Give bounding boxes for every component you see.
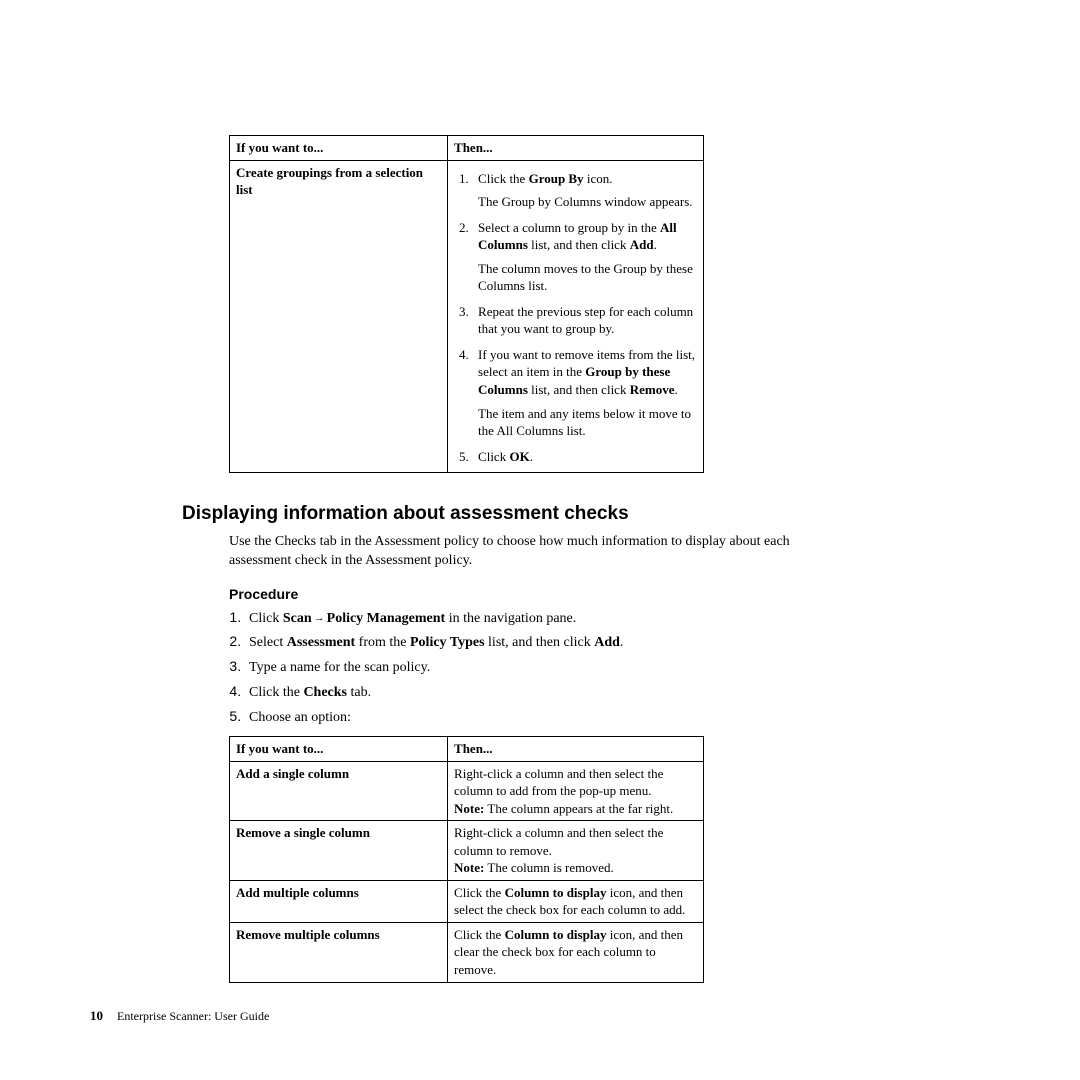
page-footer: 10 Enterprise Scanner: User Guide	[90, 1007, 269, 1025]
proc-step-5: Choose an option:	[245, 707, 855, 728]
row-content: Click the Column to display icon, and th…	[448, 922, 704, 982]
table-row: Remove multiple columns Click the Column…	[230, 922, 704, 982]
procedure-heading: Procedure	[229, 585, 855, 604]
procedure-steps: Click Scan→Policy Management in the navi…	[229, 608, 855, 728]
page-container: If you want to... Then... Create groupin…	[0, 0, 1080, 1080]
col-header-then: Then...	[448, 136, 704, 161]
row-content: Right-click a column and then select the…	[448, 821, 704, 881]
row-content: Click the Column to display icon, and th…	[448, 880, 704, 922]
display-options-table: If you want to... Then... Add a single c…	[229, 736, 704, 983]
groupings-table: If you want to... Then... Create groupin…	[229, 135, 704, 473]
proc-step-3: Type a name for the scan policy.	[245, 657, 855, 678]
table-header-row: If you want to... Then...	[230, 136, 704, 161]
footer-text: Enterprise Scanner: User Guide	[117, 1009, 269, 1023]
page-number: 10	[90, 1008, 103, 1023]
row-label: Remove multiple columns	[230, 922, 448, 982]
step-2: Select a column to group by in the All C…	[472, 219, 697, 295]
table-row: Add multiple columns Click the Column to…	[230, 880, 704, 922]
row-content: Click the Group By icon. The Group by Co…	[448, 160, 704, 473]
proc-step-4: Click the Checks tab.	[245, 682, 855, 703]
step-1-note: The Group by Columns window appears.	[478, 193, 697, 211]
table-row: Remove a single column Right-click a col…	[230, 821, 704, 881]
step-1: Click the Group By icon. The Group by Co…	[472, 170, 697, 211]
step-3: Repeat the previous step for each column…	[472, 303, 697, 338]
row-label: Create groupings from a selection list	[230, 160, 448, 473]
table-row: Add a single column Right-click a column…	[230, 761, 704, 821]
step-5: Click OK.	[472, 448, 697, 466]
col-header-if: If you want to...	[230, 736, 448, 761]
section-heading: Displaying information about assessment …	[182, 501, 855, 527]
col-header-if: If you want to...	[230, 136, 448, 161]
section-intro: Use the Checks tab in the Assessment pol…	[229, 533, 855, 571]
step-4: If you want to remove items from the lis…	[472, 346, 697, 440]
arrow-icon: →	[312, 612, 327, 624]
step-4-note: The item and any items below it move to …	[478, 405, 697, 440]
row-label: Add multiple columns	[230, 880, 448, 922]
steps-list: Click the Group By icon. The Group by Co…	[454, 170, 697, 466]
table-row: Create groupings from a selection list C…	[230, 160, 704, 473]
step-2-note: The column moves to the Group by these C…	[478, 260, 697, 295]
row-content: Right-click a column and then select the…	[448, 761, 704, 821]
row-label: Add a single column	[230, 761, 448, 821]
table-header-row: If you want to... Then...	[230, 736, 704, 761]
row-label: Remove a single column	[230, 821, 448, 881]
col-header-then: Then...	[448, 736, 704, 761]
proc-step-2: Select Assessment from the Policy Types …	[245, 632, 855, 653]
proc-step-1: Click Scan→Policy Management in the navi…	[245, 608, 855, 629]
